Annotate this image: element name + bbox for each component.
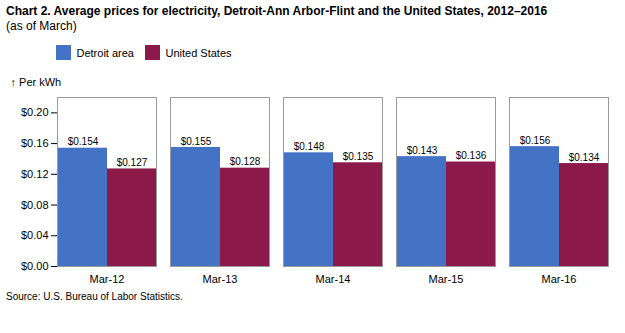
svg-text:Mar-15: Mar-15: [429, 273, 464, 285]
svg-text:Mar-16: Mar-16: [542, 273, 577, 285]
svg-text:↑ Per kWh: ↑ Per kWh: [11, 76, 62, 88]
svg-text:$0.134: $0.134: [569, 151, 600, 162]
svg-text:$0.155: $0.155: [181, 135, 212, 146]
svg-text:$0.154: $0.154: [68, 136, 99, 147]
html-text:Source: U.S. Bureau of Labor S: Source: U.S. Bureau of Labor Statistics.: [6, 290, 183, 302]
svg-text:$0.128: $0.128: [230, 156, 261, 167]
svg-text:$0.08: $0.08: [21, 198, 49, 210]
svg-text:$0.127: $0.127: [117, 157, 148, 168]
svg-text:Mar-12: Mar-12: [90, 273, 125, 285]
svg-text:$0.00: $0.00: [21, 260, 49, 272]
html-text:United States: United States: [165, 46, 232, 59]
svg-text:$0.12: $0.12: [21, 167, 49, 179]
svg-text:$0.156: $0.156: [520, 134, 551, 145]
svg-text:$0.148: $0.148: [294, 141, 325, 152]
svg-text:$0.136: $0.136: [456, 150, 487, 161]
svg-text:Mar-13: Mar-13: [203, 273, 238, 285]
svg-text:$0.20: $0.20: [21, 106, 49, 118]
html-text:(as of March): (as of March): [6, 19, 77, 33]
html-text:Chart 2. Average prices for el: Chart 2. Average prices for electricity,…: [6, 4, 548, 18]
svg-text:$0.16: $0.16: [21, 137, 49, 149]
svg-text:$0.04: $0.04: [21, 229, 49, 241]
svg-text:Mar-14: Mar-14: [316, 273, 351, 285]
html-text:Detroit area: Detroit area: [76, 46, 134, 59]
svg-text:$0.135: $0.135: [343, 150, 374, 161]
svg-text:$0.143: $0.143: [407, 144, 438, 155]
